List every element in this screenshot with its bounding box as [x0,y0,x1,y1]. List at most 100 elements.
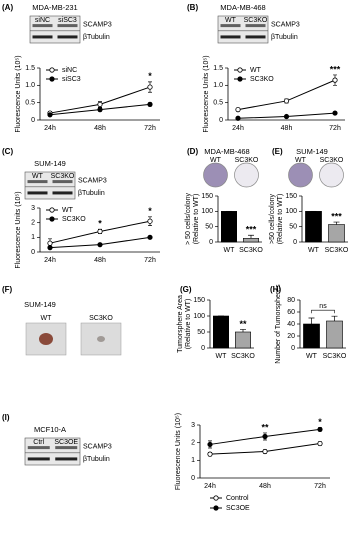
lane-label: WT [32,173,44,180]
tumorsphere [39,333,53,345]
legend-marker [49,67,55,73]
y-tick-label: 50 [289,224,297,231]
y-tick-label: 1.5 [213,65,223,72]
panel-title: SUM-149 [24,300,56,309]
y-axis-label: Number of Tumorspheres [275,284,282,364]
y-axis-label: >50 cells/colony [269,194,276,245]
blot-frame [24,437,81,466]
y-axis-label: Fluorescence Units (10⁵) [15,191,22,268]
point [147,84,153,90]
blot-band [32,24,53,28]
error-bar [331,315,338,321]
x-tick-label: 24h [232,125,244,132]
blot-frame [217,15,269,44]
band-label: βTubulin [83,34,110,41]
y-axis-label: Tumorsphere Area [177,295,184,353]
lane-label: WT [295,157,307,164]
lane-label: siNC [35,17,50,24]
bar [303,323,320,349]
point [97,101,103,108]
x-tick-label: 24h [44,125,56,132]
band-label: βTubulin [271,34,298,41]
lane-label: Ctrl [33,439,44,446]
y-tick-label: 80 [287,297,295,304]
panel-label: (H) [270,285,281,294]
lane-label: siSC3 [58,17,77,24]
blot-band [32,35,53,39]
error-bar [333,221,340,225]
blot-band [245,35,266,39]
y-tick-label: 60 [287,309,295,316]
blot-band [27,457,50,461]
panel-label: (A) [2,3,13,12]
y-tick-label: 50 [197,329,205,336]
point [47,240,53,246]
legend-marker [213,495,219,501]
x-tick-label: SC3KO [239,247,263,254]
x-tick-label: 72h [144,125,156,132]
x-tick-label: WT [306,353,318,360]
y-tick-label: 0 [293,239,297,246]
panel-label: (G) [180,285,192,294]
annotation: *** [331,211,342,221]
colony-dish [203,162,228,188]
point [97,107,103,113]
blot-band [55,446,78,450]
point [47,112,53,118]
error-bar [248,234,254,239]
y-axis-label: (Relative to WT) [185,299,192,350]
blot-band [27,180,48,184]
point [147,101,153,108]
error-bar [240,329,246,332]
point [207,451,213,457]
bar [328,224,345,243]
annotation: *** [246,225,257,235]
bar [326,320,343,349]
legend-label: Control [226,495,249,502]
legend-label: WT [250,67,262,74]
band-label: SCAMP3 [83,21,112,28]
x-tick-label: SC3KO [323,353,347,360]
x-tick-label: 72h [144,257,156,264]
point [283,113,290,120]
y-tick-label: 0.5 [213,100,223,107]
point [147,234,153,240]
blot-band [245,24,266,28]
y-tick-label: 1.0 [25,82,35,89]
panel-label: (E) [272,147,283,156]
bar [221,211,238,243]
blot-band [57,35,78,39]
panel-title: MDA-MB-468 [204,147,249,156]
y-tick-label: 0 [201,345,205,352]
legend-label: siNC [62,67,77,74]
y-tick-label: 0 [31,249,35,256]
y-tick-label: 100 [285,208,297,215]
y-tick-label: 150 [285,193,297,200]
legend-label: siSC3 [62,76,81,83]
y-axis-label: (Relative to WT) [193,194,200,245]
annotation: ns [319,303,327,310]
tumorsphere [97,336,105,342]
y-tick-label: 150 [193,297,205,304]
x-tick-label: 48h [259,483,271,490]
y-tick-label: 2 [191,440,195,447]
y-tick-label: 3 [31,205,35,212]
panel-title: SUM-149 [296,147,328,156]
y-tick-label: 3 [191,422,195,429]
bar [305,211,322,243]
panel-label: (F) [2,285,13,294]
blot-band [220,35,241,39]
point [317,426,323,433]
legend-label: SC3KO [62,216,86,223]
legend-label: SC3OE [226,505,250,512]
blot-band [52,180,73,184]
panel-label: (D) [187,147,198,156]
blot-band [52,191,73,195]
panel-label: (B) [187,3,198,12]
lane-label: SC3KO [244,17,268,24]
y-tick-label: 2 [31,220,35,227]
blot-band [220,24,241,28]
x-tick-label: SC3KO [325,247,349,254]
panel-label: (C) [2,147,13,156]
